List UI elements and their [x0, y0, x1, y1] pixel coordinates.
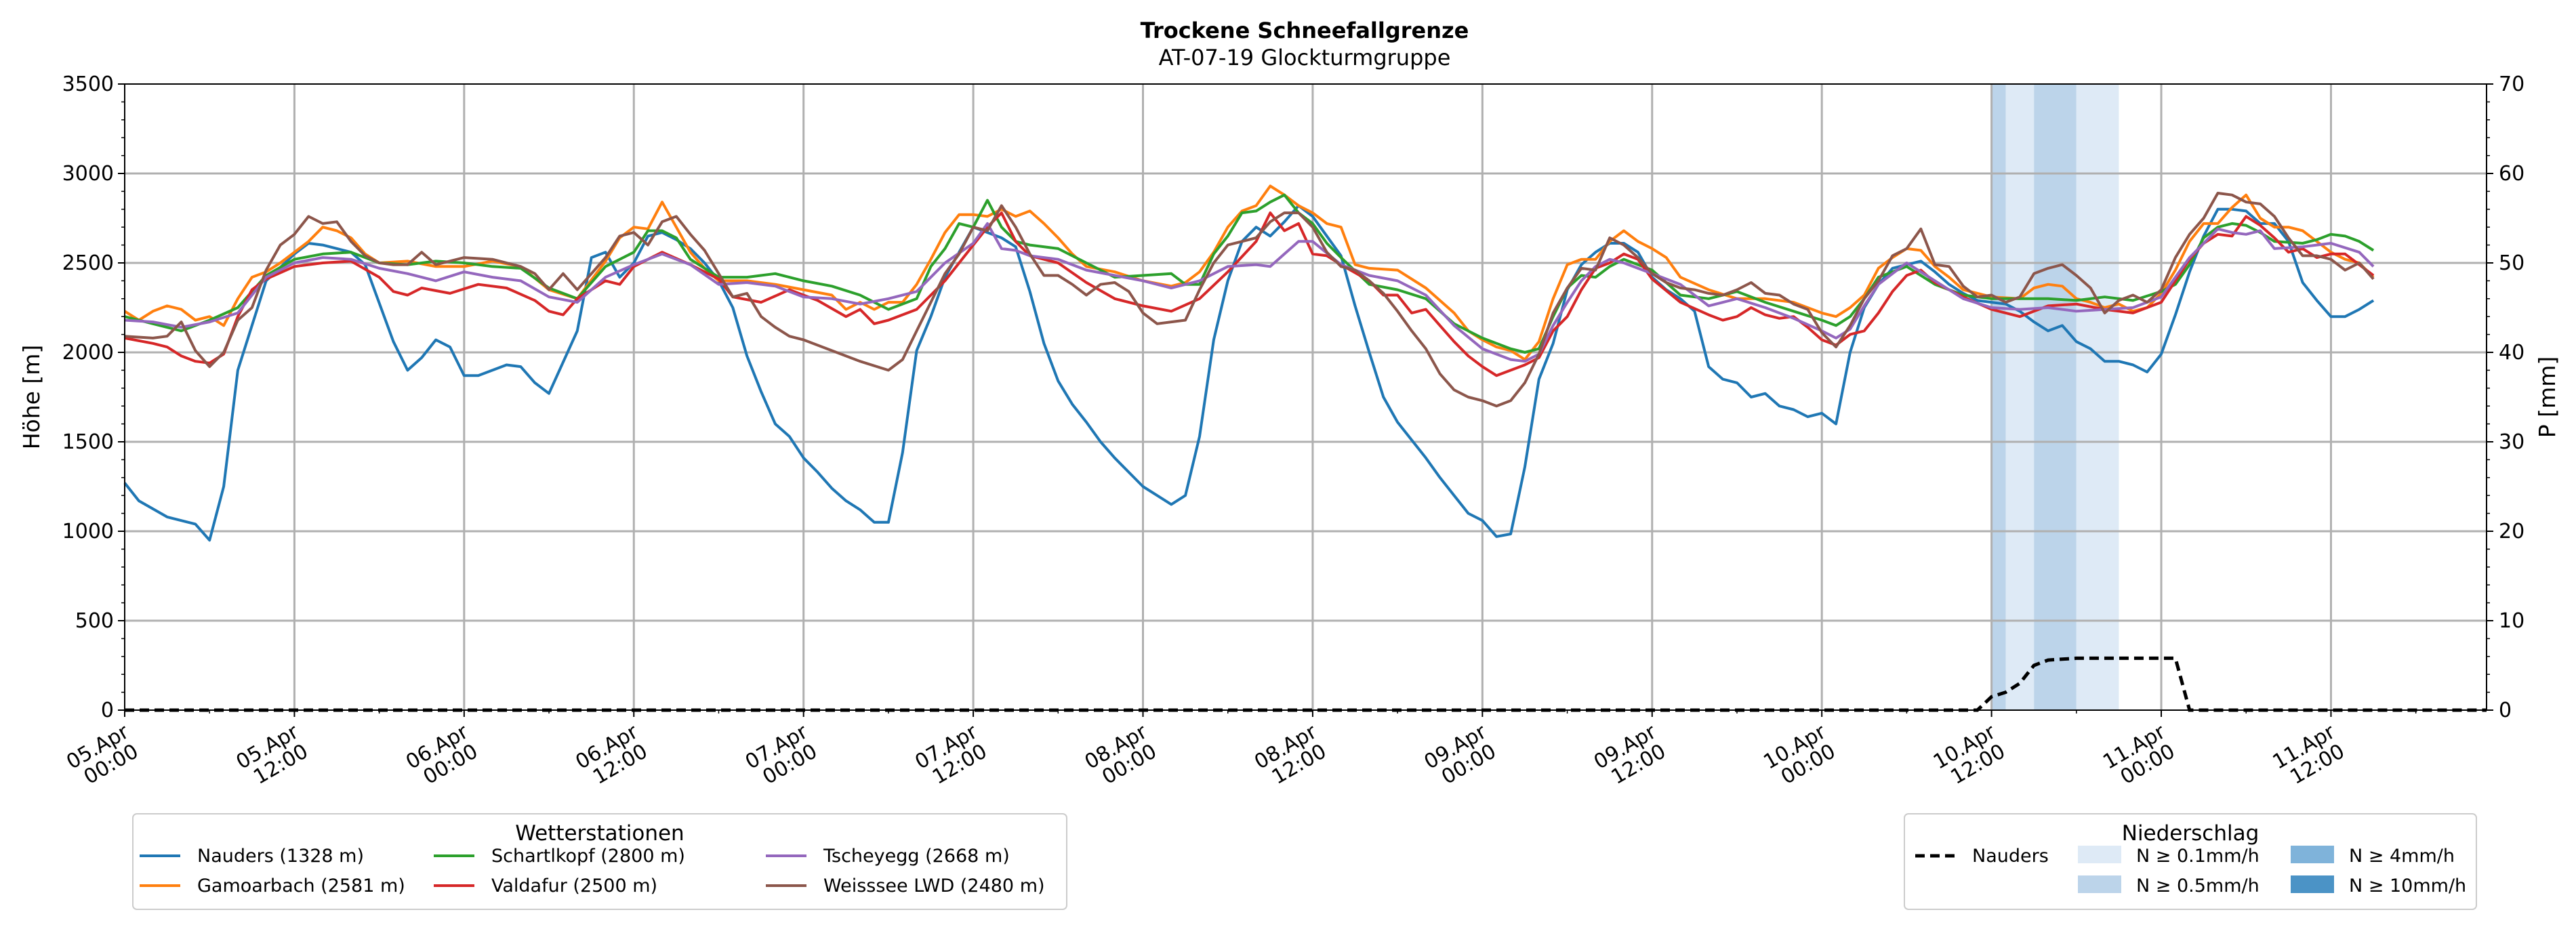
y-tick-label: 3500	[62, 73, 114, 96]
grid-lines	[125, 84, 2487, 710]
plot-frame	[124, 83, 2487, 711]
legend-precipitation: Niederschlag Nauders N ≥ 0.1mm/h N ≥ 0.5mm…	[1904, 813, 2477, 910]
precip-band	[2076, 84, 2119, 710]
legend-station-label: Nauders (1328 m)	[197, 846, 364, 867]
legend-station-label: Schartlkopf (2800 m)	[491, 846, 685, 867]
legend-station-label: Weisssee LWD (2480 m)	[823, 875, 1045, 896]
precipitation-line	[125, 656, 2487, 712]
legend-precip-patch	[2078, 875, 2121, 893]
legend-precip-patch	[2291, 875, 2334, 893]
legend-precip-line-label: Nauders	[1972, 846, 2049, 867]
y-tick-label: 500	[75, 609, 114, 633]
y-tick-label: 3000	[62, 162, 114, 186]
chart-title: Trockene Schneefallgrenze	[1141, 18, 1469, 43]
y-tick-label: 1000	[62, 520, 114, 543]
y-tick-label: 2000	[62, 341, 114, 365]
y2-tick-label: 10	[2499, 609, 2524, 633]
precip-band	[2034, 84, 2077, 710]
y2-tick-label: 70	[2499, 73, 2524, 96]
y2-tick-label: 20	[2499, 520, 2524, 543]
station-lines	[123, 184, 2375, 542]
legend-station-label: Gamoarbach (2581 m)	[197, 875, 405, 896]
series-line	[124, 192, 2375, 408]
y2-tick-label: 50	[2499, 251, 2524, 275]
y-axis-label: Höhe [m]	[18, 345, 45, 450]
legend-station-label: Valdafur (2500 m)	[491, 875, 657, 896]
precipitation-bands	[1991, 84, 2119, 710]
legend-stations: Wetterstationen Nauders (1328 m) Gamoarba…	[132, 813, 1067, 910]
y2-tick-label: 30	[2499, 430, 2524, 454]
y2-tick-label: 40	[2499, 341, 2524, 365]
series-line	[124, 193, 2375, 354]
y2-axis-label: P [mm]	[2534, 356, 2560, 438]
y2-tick-label: 0	[2499, 699, 2512, 722]
chart-subtitle: AT-07-19 Glockturmgruppe	[1159, 45, 1451, 70]
legend-precip-title: Niederschlag	[2122, 821, 2260, 846]
axis-ticks: 0 500 1000 1500 2000 2500 3000 3500 0 10 20 30 40 50 6…	[62, 73, 2525, 789]
legend-precip-label: N ≥ 0.5mm/h	[2136, 875, 2260, 896]
legend-station-label: Tscheyegg (2668 m)	[823, 846, 1010, 867]
y-tick-label: 1500	[62, 430, 114, 454]
legend-precip-patch	[2078, 846, 2121, 863]
precip-band	[2005, 84, 2035, 710]
y2-tick-label: 60	[2499, 162, 2524, 186]
precip-band	[1991, 84, 2006, 710]
legend-stations-frame	[132, 813, 1067, 910]
legend-precip-patch	[2291, 846, 2334, 863]
legend-precip-label: N ≥ 4mm/h	[2349, 846, 2455, 867]
legend-precip-label: N ≥ 10mm/h	[2349, 875, 2466, 896]
legend-stations-title: Wetterstationen	[515, 821, 684, 846]
precip-line-nauders	[125, 656, 2487, 712]
y-tick-label: 0	[101, 699, 114, 722]
y-tick-label: 2500	[62, 251, 114, 275]
legend-precip-label: N ≥ 0.1mm/h	[2136, 846, 2260, 867]
